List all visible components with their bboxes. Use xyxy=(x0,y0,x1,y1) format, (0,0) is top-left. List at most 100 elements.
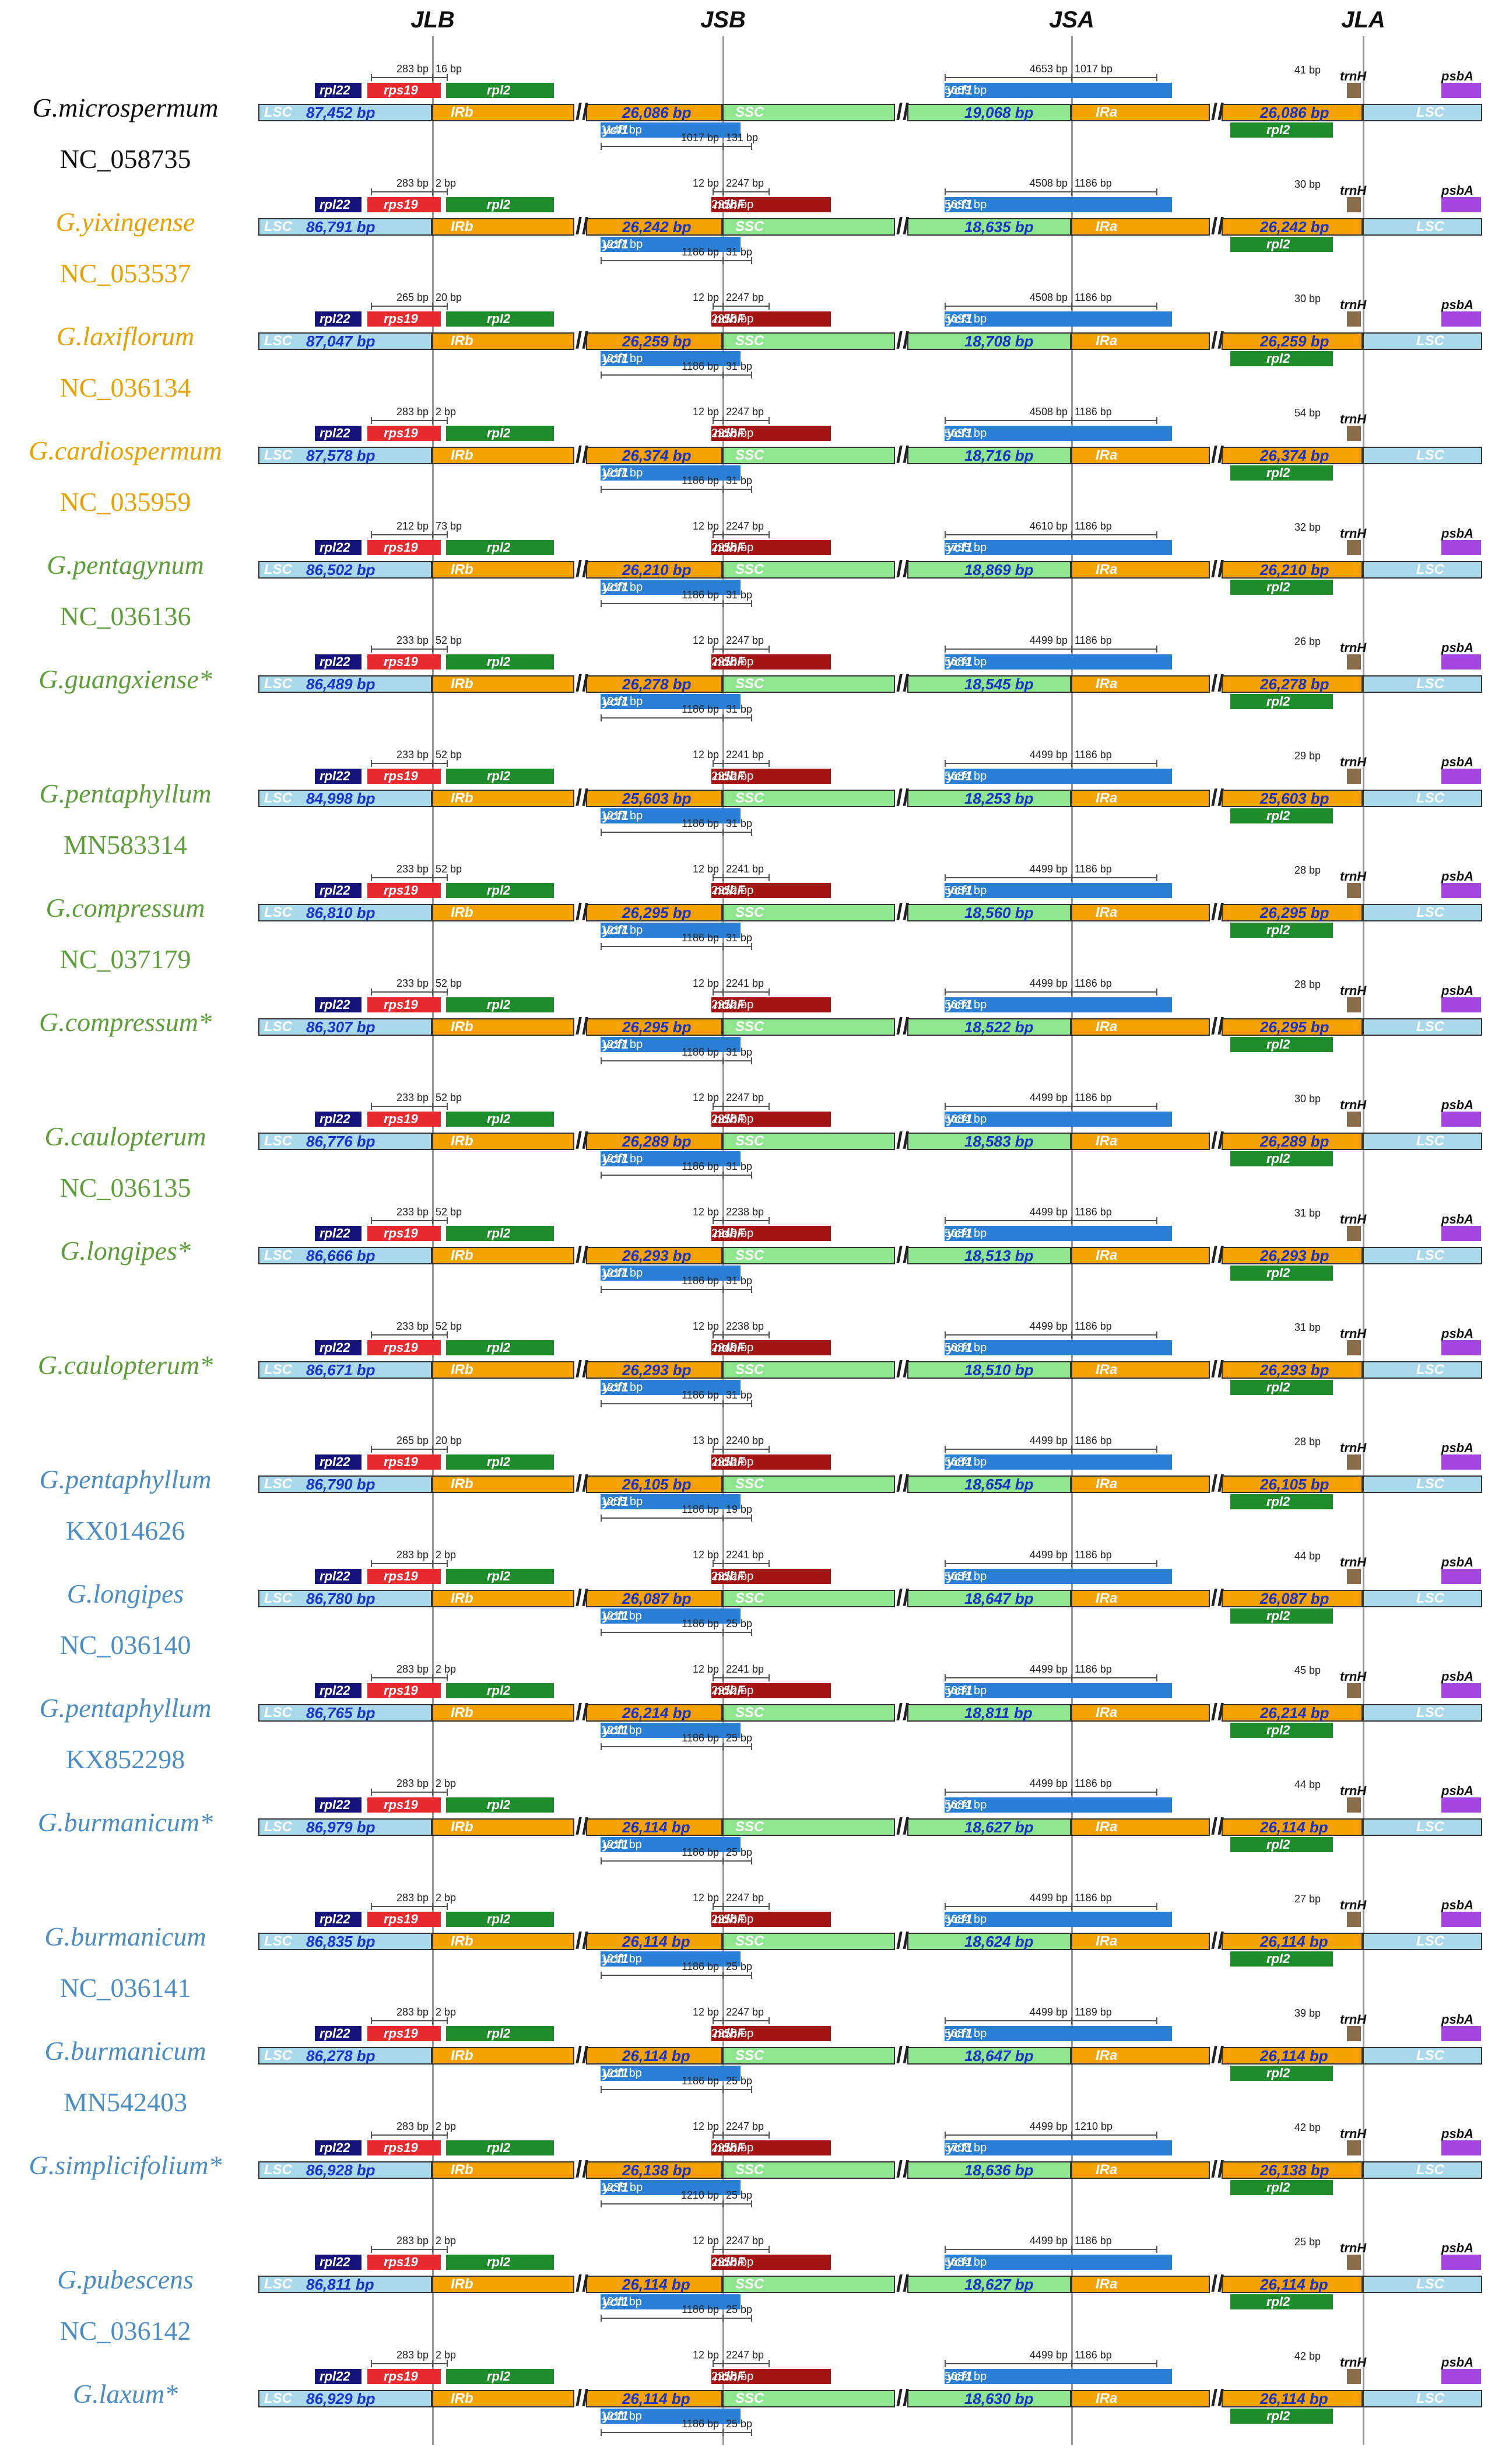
ssc-region: SSC xyxy=(722,561,895,579)
jsa-measure-line xyxy=(945,877,1157,878)
irb-region: IRb xyxy=(432,1475,574,1493)
ndhF-gene: ndhF 2258 bp xyxy=(711,654,831,670)
rpl22-gene: rpl22 xyxy=(315,197,362,212)
jsa-measure-line xyxy=(945,1449,1157,1450)
ycf1-length: 1211 bp xyxy=(601,1953,642,1965)
break-mark: // xyxy=(1211,1128,1224,1154)
genome-row: G.compressum NC_037179 LSC 86,810 bp IRb 26,2… xyxy=(0,0,1502,974)
jsa-measure-tick-right xyxy=(1156,188,1157,195)
trnH-gene xyxy=(1347,997,1361,1012)
rpl2-gene-irb: rpl2 xyxy=(446,1226,554,1241)
ndhF-gene: ndhF 2249 bp xyxy=(711,1340,831,1355)
ira-region-right: 26,114 bp xyxy=(1222,2390,1363,2407)
accession-number: NC_036141 xyxy=(59,1973,191,2003)
jsb-bottom-measure-left-label: 1186 bp xyxy=(682,589,719,601)
psbA-gene xyxy=(1441,1912,1481,1927)
jsb-top-measure-tick-left xyxy=(713,1331,714,1338)
ssc-region: SSC xyxy=(722,2047,895,2065)
lsc-label: LSC xyxy=(264,1933,292,1949)
jla-distance: 27 bp xyxy=(1294,1893,1321,1905)
jsb-bottom-measure-line xyxy=(601,2432,752,2433)
lsc-region-left: LSC 86,780 bp xyxy=(258,1590,432,1607)
jsa-measure-tick-left xyxy=(945,74,946,81)
jsb-bottom-measure-right-label: 25 bp xyxy=(726,2304,753,2315)
trnH-label: trnH xyxy=(1340,1898,1367,1912)
rps19-label: rps19 xyxy=(384,2140,418,2155)
ycf1-gene-jsa: ycf1 5684 bp xyxy=(945,2369,1172,2384)
lsc-label-right: LSC xyxy=(1416,676,1444,692)
jlb-measure-tick-left xyxy=(371,2132,372,2139)
junction-title-jsb: JSB xyxy=(700,7,746,33)
lsc-length: 86,928 bp xyxy=(306,2161,376,2179)
ndhF-gene: ndhF 2252 bp xyxy=(711,769,831,784)
jsb-bottom-measure-tick-left xyxy=(601,1857,602,1864)
break-mark: // xyxy=(896,2042,910,2068)
species-name: G.laxum* xyxy=(72,2379,178,2409)
jsb-bottom-measure-tick-right xyxy=(751,1972,752,1979)
irb-region: IRb xyxy=(432,1933,574,1950)
jlb-measure-tick-right xyxy=(447,1446,448,1453)
rps19-gene: rps19 xyxy=(367,769,441,784)
jsa-measure-right-label: 1186 bp xyxy=(1075,1435,1112,1446)
jlb-measure-tick-mid xyxy=(432,760,433,767)
ssc-length: 18,627 bp xyxy=(964,1818,1034,1836)
rpl2-gene-ira: rpl2 xyxy=(1230,2180,1333,2195)
jlb-measure-left-label: 283 bp xyxy=(396,177,429,189)
trnH-label: trnH xyxy=(1340,2012,1367,2027)
rpl2-label: rpl2 xyxy=(1266,808,1290,823)
rpl22-gene: rpl22 xyxy=(315,2140,362,2155)
jlb-measure-left-label: 283 bp xyxy=(396,1549,429,1561)
rps19-gene: rps19 xyxy=(367,197,441,212)
irb-region-right: 26,293 bp xyxy=(586,1247,722,1264)
jsb-top-measure-tick-mid xyxy=(722,2246,724,2253)
jsb-top-measure-tick-mid xyxy=(722,531,724,538)
break-mark: // xyxy=(1211,1928,1224,1954)
jlb-measure-left-label: 265 bp xyxy=(396,292,429,303)
ssc-length: 18,253 bp xyxy=(964,790,1034,807)
irb-label: IRb xyxy=(451,2391,473,2406)
rpl2-label: rpl2 xyxy=(487,540,511,555)
jsa-measure-left-label: 4499 bp xyxy=(1029,2006,1068,2018)
rpl22-gene: rpl22 xyxy=(315,1912,362,1927)
jsb-bottom-measure-tick-right xyxy=(751,943,752,950)
ssc-label: SSC xyxy=(735,1590,764,1606)
irb-region: IRb xyxy=(432,904,574,921)
ndhF-label: ndhF xyxy=(714,654,745,669)
jsa-measure-line xyxy=(945,1106,1157,1107)
irb-length: 26,259 bp xyxy=(622,332,692,350)
jsa-measure-left-label: 4499 bp xyxy=(1029,1663,1068,1675)
ira-region: IRa xyxy=(1071,1247,1210,1264)
break-mark: // xyxy=(1211,1699,1224,1725)
jsa-measure-tick-mid xyxy=(1071,1217,1072,1224)
jsb-top-measure-tick-right xyxy=(768,2017,770,2024)
ycf1-label: ycf1 xyxy=(947,2255,973,2269)
jsb-bottom-measure-line xyxy=(601,1975,752,1976)
jsb-top-measure-right-label: 2241 bp xyxy=(726,863,764,875)
junction-title-jla: JLA xyxy=(1341,7,1385,33)
rps19-label: rps19 xyxy=(384,1226,418,1240)
rpl2-label: rpl2 xyxy=(1266,1723,1290,1737)
ssc-region: SSC xyxy=(722,1704,895,1722)
jsb-top-measure-tick-right xyxy=(768,1674,770,1681)
ycf1-gene-jsb: ycf1 1211 bp xyxy=(601,1723,741,1738)
jla-distance: 30 bp xyxy=(1294,178,1321,190)
lsc-region-left: LSC 86,489 bp xyxy=(258,675,432,693)
jsb-top-measure-line xyxy=(713,1906,770,1907)
lsc-label: LSC xyxy=(264,1019,292,1035)
rpl22-label: rpl22 xyxy=(320,1226,350,1240)
genome-row: G.pubescens NC_036142 LSC 86,811 bp IRb 26,11… xyxy=(0,0,1502,2346)
break-mark: // xyxy=(575,2042,589,2068)
jsb-top-measure-tick-right xyxy=(768,2132,770,2139)
ssc-region: SSC xyxy=(722,2390,895,2407)
ira-region-right: 26,087 bp xyxy=(1222,1590,1363,1607)
psbA-gene xyxy=(1441,311,1481,327)
jsa-measure-right-label: 1186 bp xyxy=(1075,1092,1112,1103)
ssc-region: SSC xyxy=(722,332,895,350)
ycf1-gene-jsb: ycf1 1211 bp xyxy=(601,1951,741,1967)
species-name: G.compressum xyxy=(45,893,205,923)
ycf1-gene-jsa: ycf1 5684 bp xyxy=(945,654,1172,670)
species-name: G.pubescens xyxy=(57,2265,194,2294)
ndhF-gene: ndhF 2258 bp xyxy=(711,311,831,327)
jsb-bottom-measure-tick-left xyxy=(601,1743,602,1750)
irb-region-right: 26,295 bp xyxy=(586,904,722,921)
